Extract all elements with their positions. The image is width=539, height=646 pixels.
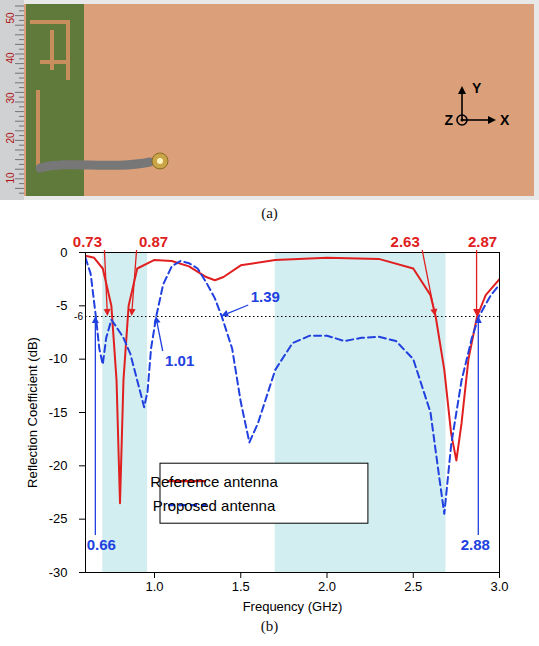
svg-text:50: 50 xyxy=(5,12,16,24)
svg-text:10: 10 xyxy=(5,172,16,184)
svg-text:Y: Y xyxy=(472,80,482,96)
svg-text:-10: -10 xyxy=(49,351,68,366)
svg-text:Proposed antenna: Proposed antenna xyxy=(153,497,276,514)
svg-text:Frequency (GHz): Frequency (GHz) xyxy=(243,599,343,614)
svg-text:2.88: 2.88 xyxy=(461,536,490,553)
svg-text:Reference antenna: Reference antenna xyxy=(150,473,278,490)
html-text:(a): (a) xyxy=(261,205,278,221)
svg-text:1.01: 1.01 xyxy=(165,352,194,369)
svg-text:-6: -6 xyxy=(74,311,83,322)
svg-text:-25: -25 xyxy=(49,511,68,526)
svg-text:3.0: 3.0 xyxy=(490,579,508,594)
svg-text:1.5: 1.5 xyxy=(232,579,250,594)
svg-text:X: X xyxy=(500,112,510,128)
svg-text:1.0: 1.0 xyxy=(145,579,163,594)
svg-text:2.5: 2.5 xyxy=(404,579,422,594)
svg-text:-5: -5 xyxy=(56,298,68,313)
svg-text:2.87: 2.87 xyxy=(468,233,497,250)
svg-text:40: 40 xyxy=(5,52,16,64)
svg-text:Reflection Coefficient (dB): Reflection Coefficient (dB) xyxy=(25,337,40,488)
svg-text:0.87: 0.87 xyxy=(139,233,168,250)
svg-text:-20: -20 xyxy=(49,458,68,473)
svg-text:-15: -15 xyxy=(49,405,68,420)
svg-text:1.39: 1.39 xyxy=(251,288,280,305)
svg-text:2.0: 2.0 xyxy=(318,579,336,594)
svg-text:2.63: 2.63 xyxy=(391,233,420,250)
html-text:(b): (b) xyxy=(260,618,279,634)
svg-text:0.66: 0.66 xyxy=(87,536,116,553)
svg-text:0: 0 xyxy=(60,245,67,260)
svg-text:0.73: 0.73 xyxy=(73,233,102,250)
svg-text:Z: Z xyxy=(444,112,453,128)
svg-text:30: 30 xyxy=(5,92,16,104)
svg-text:-30: -30 xyxy=(49,565,68,580)
svg-text:20: 20 xyxy=(5,132,16,144)
